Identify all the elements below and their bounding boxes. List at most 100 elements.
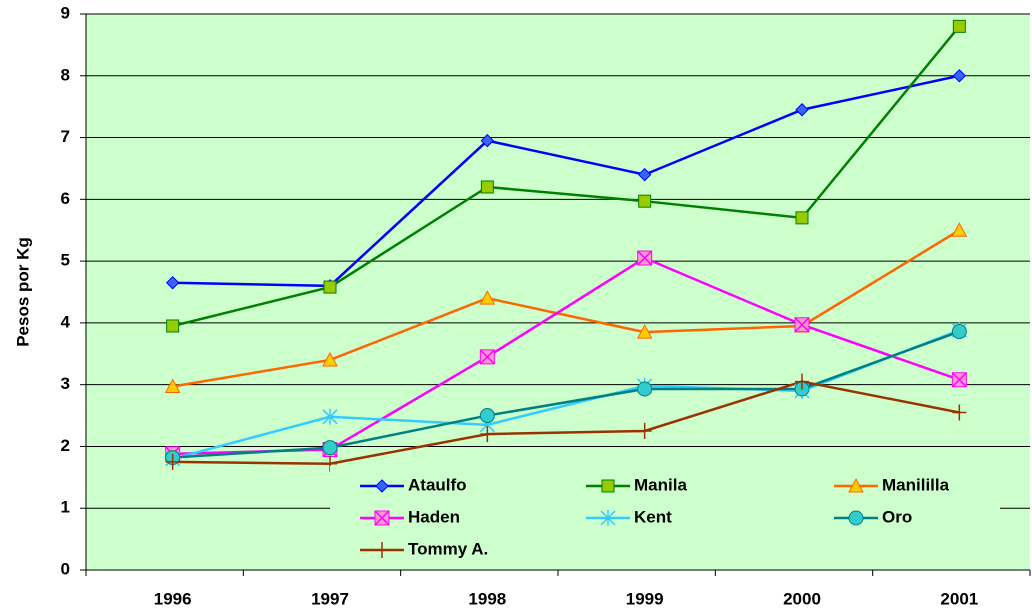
marker-part <box>952 19 966 33</box>
y-tick-label: 8 <box>61 65 70 84</box>
marker-part <box>480 180 494 194</box>
y-tick-label: 4 <box>61 312 71 331</box>
marker-part <box>952 404 967 421</box>
y-tick-label: 7 <box>61 127 70 146</box>
marker <box>164 378 181 394</box>
x-tick-label: 2000 <box>783 589 821 608</box>
marker-part <box>848 510 864 526</box>
marker <box>480 133 495 148</box>
marker-part <box>952 69 967 83</box>
marker-part <box>848 477 864 493</box>
y-tick-label: 9 <box>61 3 70 22</box>
marker <box>637 423 652 439</box>
marker-part <box>322 408 338 425</box>
marker <box>375 542 389 558</box>
marker <box>848 510 864 526</box>
marker <box>166 319 180 333</box>
marker <box>637 167 652 182</box>
y-tick-label: 2 <box>61 436 70 455</box>
y-tick-label: 5 <box>61 251 70 270</box>
marker <box>479 349 495 365</box>
y-tick-label: 1 <box>61 498 70 517</box>
marker-part <box>637 423 652 439</box>
series-line <box>172 25 961 328</box>
legend-item: Ataulfo <box>360 475 467 494</box>
series-line <box>172 74 960 288</box>
marker <box>795 103 809 117</box>
marker-part <box>795 211 809 225</box>
marker-part <box>375 542 389 558</box>
y-tick-label: 0 <box>61 559 70 578</box>
legend-item: Manililla <box>834 475 950 494</box>
legend-box <box>330 466 1000 566</box>
marker <box>795 211 809 225</box>
marker <box>322 351 338 367</box>
x-tick-label: 1998 <box>468 589 506 608</box>
legend-item: Kent <box>586 507 672 526</box>
legend-item: Tommy A. <box>360 539 488 558</box>
marker <box>848 477 864 493</box>
marker <box>952 404 967 421</box>
marker <box>323 280 337 294</box>
legend-item: Haden <box>360 507 460 526</box>
marker <box>322 440 338 456</box>
marker <box>951 222 968 237</box>
marker-part <box>480 133 495 148</box>
y-axis-label: Pesos por Kg <box>13 237 32 347</box>
marker-part <box>322 440 338 456</box>
marker <box>638 194 652 208</box>
marker-part <box>479 290 496 305</box>
legend-label: Haden <box>408 507 460 526</box>
marker-part <box>375 479 389 493</box>
marker-part <box>165 453 180 470</box>
marker-part <box>637 250 653 266</box>
legend-label: Manililla <box>882 475 950 494</box>
marker <box>951 324 967 340</box>
marker-part <box>795 103 809 117</box>
legend-item: Manila <box>586 475 687 494</box>
marker <box>480 426 495 443</box>
marker <box>952 69 967 83</box>
marker-part <box>374 510 390 526</box>
marker-part <box>951 324 967 340</box>
marker-part <box>794 317 810 333</box>
legend-item: Oro <box>834 507 912 526</box>
marker-part <box>479 349 495 365</box>
legend-label: Ataulfo <box>408 475 467 494</box>
marker-part <box>601 479 615 493</box>
marker-part <box>951 372 967 388</box>
series-line <box>172 380 960 465</box>
marker <box>637 250 653 266</box>
x-tick-label: 1997 <box>311 589 349 608</box>
series-line <box>172 330 960 459</box>
legend-label: Oro <box>882 507 912 526</box>
marker <box>601 479 615 493</box>
marker <box>951 372 967 388</box>
marker <box>636 324 653 339</box>
marker <box>795 373 809 390</box>
marker-part <box>322 351 338 367</box>
marker-part <box>637 381 653 397</box>
x-tick-label: 1996 <box>154 589 192 608</box>
marker-part <box>637 167 652 182</box>
marker-part <box>165 276 180 290</box>
marker-part <box>164 378 181 394</box>
x-tick-label: 1999 <box>626 589 664 608</box>
marker-part <box>795 373 809 390</box>
marker <box>165 453 180 470</box>
marker-part <box>600 510 616 526</box>
marker <box>322 408 338 425</box>
series-line <box>172 229 960 388</box>
marker-part <box>323 280 337 294</box>
y-tick-label: 3 <box>61 374 70 393</box>
marker <box>374 510 390 526</box>
marker-part <box>951 222 968 237</box>
legend-label: Kent <box>634 507 672 526</box>
marker <box>794 317 810 333</box>
marker-part <box>479 408 495 424</box>
marker <box>637 381 653 397</box>
marker-part <box>480 426 495 443</box>
marker-part <box>636 324 653 339</box>
marker <box>375 479 389 493</box>
